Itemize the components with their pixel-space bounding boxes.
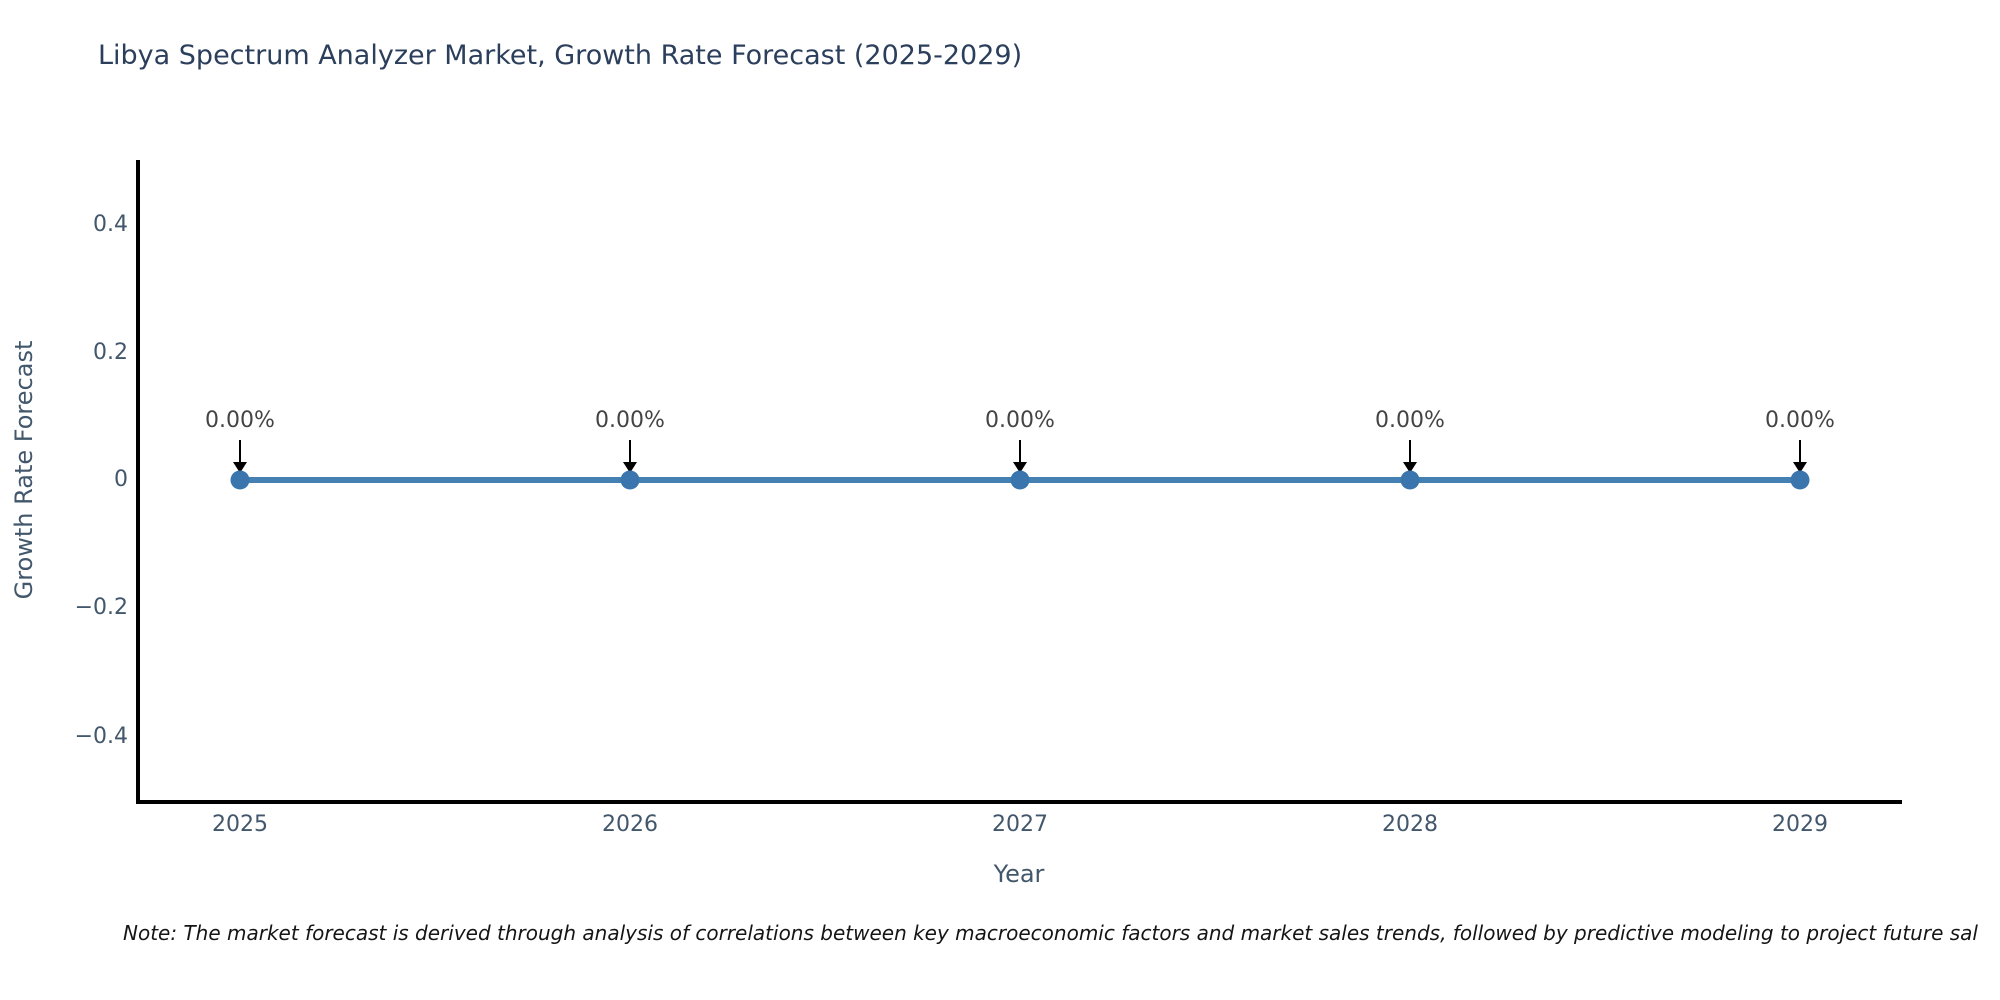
annotation-arrowhead-icon — [1793, 462, 1807, 473]
annotation-arrow — [239, 440, 241, 464]
data-label: 0.00% — [1375, 408, 1445, 433]
data-label: 0.00% — [205, 408, 275, 433]
x-axis-line — [136, 800, 1902, 804]
x-tick-label: 2025 — [212, 812, 268, 837]
x-tick-label: 2026 — [602, 812, 658, 837]
data-label: 0.00% — [595, 408, 665, 433]
footnote: Note: The market forecast is derived thr… — [123, 921, 1978, 945]
chart-title: Libya Spectrum Analyzer Market, Growth R… — [98, 40, 1023, 71]
data-point-marker[interactable] — [1010, 470, 1030, 490]
annotation-arrow — [1799, 440, 1801, 464]
data-point-marker[interactable] — [620, 470, 640, 490]
y-axis-line — [136, 160, 140, 804]
annotation-arrow — [629, 440, 631, 464]
data-point-marker[interactable] — [1400, 470, 1420, 490]
data-point-marker[interactable] — [1790, 470, 1810, 490]
y-tick-label: −0.4 — [74, 724, 128, 749]
y-tick-label: 0.2 — [93, 340, 128, 365]
y-tick-label: 0 — [114, 467, 128, 492]
y-tick-label: 0.4 — [93, 212, 128, 237]
x-tick-label: 2028 — [1382, 812, 1438, 837]
x-tick-label: 2029 — [1772, 812, 1828, 837]
data-point-marker[interactable] — [230, 470, 250, 490]
annotation-arrow — [1409, 440, 1411, 464]
x-axis-title: Year — [993, 860, 1045, 888]
annotation-arrowhead-icon — [623, 462, 637, 473]
annotation-arrowhead-icon — [1013, 462, 1027, 473]
annotation-arrowhead-icon — [233, 462, 247, 473]
data-label: 0.00% — [985, 408, 1055, 433]
data-label: 0.00% — [1765, 408, 1835, 433]
annotation-arrow — [1019, 440, 1021, 464]
annotation-arrowhead-icon — [1403, 462, 1417, 473]
x-tick-label: 2027 — [992, 812, 1048, 837]
y-tick-label: −0.2 — [74, 595, 128, 620]
